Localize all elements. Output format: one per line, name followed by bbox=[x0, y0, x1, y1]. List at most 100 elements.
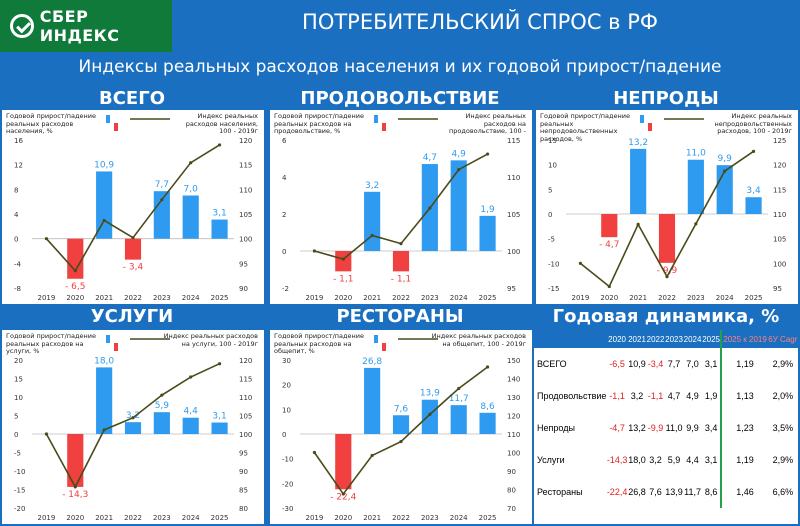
table-row-label: Услуги bbox=[537, 455, 565, 465]
chart-total-svg: -8 -4 0 4 8 12 16 90 95 100 105 110 115 120 - 6,5 10,9 -… bbox=[14, 115, 252, 302]
y2-tick-label: 115 bbox=[239, 376, 252, 384]
panel-title-food: ПРОДОВОЛЬСТВИЕ bbox=[268, 88, 532, 109]
table-cell: 18,0 bbox=[628, 455, 646, 465]
table-cell: 7,6 bbox=[649, 487, 662, 497]
x-tick-label: 2023 bbox=[153, 294, 171, 302]
table-cell: 2,9% bbox=[772, 455, 794, 465]
chart-total: -8 -4 0 4 8 12 16 90 95 100 105 110 115 120 - 6,5 10,9 -… bbox=[2, 110, 264, 304]
table-header-cell: 6У Cagr bbox=[767, 330, 798, 348]
bar bbox=[479, 215, 496, 251]
table-header-cell: 2024 bbox=[683, 330, 702, 348]
x-tick-label: 2020 bbox=[334, 294, 352, 302]
bar-data-label: - 22,4 bbox=[330, 492, 356, 502]
y-tick-label: -20 bbox=[14, 505, 25, 513]
y2-tick-label: 80 bbox=[507, 487, 516, 495]
x-tick-label: 2019 bbox=[306, 294, 324, 302]
table-cell: 7,0 bbox=[686, 359, 699, 369]
bar-data-label: 3,1 bbox=[212, 209, 226, 219]
y2-tick-label: 85 bbox=[239, 487, 248, 495]
legend-neg-swatch bbox=[648, 123, 652, 131]
table-cell: 2,9% bbox=[772, 359, 794, 369]
table-cell: 5,9 bbox=[667, 455, 681, 465]
bar-data-label: 11,7 bbox=[449, 394, 469, 404]
x-tick-label: 2019 bbox=[306, 514, 324, 522]
y-tick-label: 6 bbox=[282, 137, 287, 145]
y2-tick-label: 105 bbox=[773, 236, 786, 244]
y-tick-label: -30 bbox=[282, 505, 293, 513]
y-tick-label: 0 bbox=[14, 431, 18, 439]
y2-tick-label: 100 bbox=[239, 431, 252, 439]
bar-data-label: 7,7 bbox=[155, 180, 169, 190]
legend-pos-swatch bbox=[106, 115, 110, 123]
chart-food-svg: -2 0 2 4 6 95 100 105 110 115 - 1,1 3,2 - 1,1 4,7 4,9 1… bbox=[282, 115, 520, 302]
bar bbox=[392, 415, 410, 434]
index-point bbox=[428, 206, 432, 210]
y-tick-label: 30 bbox=[282, 357, 291, 365]
table-row-label: Продовольствие bbox=[537, 391, 607, 401]
x-tick-label: 2020 bbox=[66, 514, 84, 522]
table-header-cell bbox=[534, 330, 607, 348]
table-cell: 3,1 bbox=[704, 359, 718, 369]
y-tick-label: 20 bbox=[14, 357, 23, 365]
x-tick-label: 2021 bbox=[363, 514, 381, 522]
bar bbox=[153, 412, 170, 434]
table-cell: 4,7 bbox=[667, 391, 681, 401]
y-tick-label: 10 bbox=[14, 394, 23, 402]
legend-bar-label: Годовой прирост/падение реальных расходо… bbox=[274, 112, 364, 135]
table-header-cell: 2025 к 2019 bbox=[720, 330, 768, 348]
table-cell: -9,9 bbox=[647, 423, 664, 433]
table-cell: 1,19 bbox=[720, 444, 768, 476]
index-point bbox=[399, 242, 403, 246]
x-tick-label: 2022 bbox=[124, 294, 142, 302]
y2-tick-label: 90 bbox=[239, 468, 248, 476]
bar bbox=[96, 171, 113, 239]
bar bbox=[124, 422, 142, 434]
index-point bbox=[131, 236, 135, 240]
index-point bbox=[485, 152, 490, 156]
bar-data-label: 3,1 bbox=[212, 412, 226, 422]
panel-title-table: Годовая динамика, % bbox=[534, 306, 798, 327]
chart-restaurants: -30 -20 -10 0 10 20 30 70 80 90 100 110 120 130 140 150… bbox=[270, 330, 532, 524]
y2-tick-label: 100 bbox=[507, 450, 520, 458]
table-cell: 3,1 bbox=[704, 455, 718, 465]
bar bbox=[630, 148, 647, 214]
y-tick-label: -20 bbox=[282, 480, 293, 488]
bar bbox=[67, 238, 84, 279]
y2-tick-label: 105 bbox=[507, 211, 520, 219]
x-tick-label: 2021 bbox=[363, 294, 381, 302]
legend-neg-swatch bbox=[382, 123, 386, 131]
bar-data-label: - 14,3 bbox=[62, 490, 88, 500]
y2-tick-label: 95 bbox=[507, 285, 516, 293]
table-header-cell: 2025 bbox=[701, 330, 722, 348]
table-cell: 11,0 bbox=[665, 423, 683, 433]
y-tick-label: -4 bbox=[14, 260, 22, 268]
x-tick-label: 2023 bbox=[421, 514, 439, 522]
sber-check-icon bbox=[10, 14, 34, 38]
bar-data-label: 18,0 bbox=[94, 356, 114, 366]
table-cell: 8,6 bbox=[704, 487, 718, 497]
bar bbox=[182, 417, 199, 434]
legend-bar-label: Годовой прирост/падение реальных непродо… bbox=[540, 112, 630, 143]
x-tick-label: 2024 bbox=[182, 514, 200, 522]
table-row-label: ВСЕГО bbox=[537, 359, 567, 369]
bar bbox=[96, 367, 113, 434]
table-cell: 4,4 bbox=[686, 455, 699, 465]
index-point bbox=[160, 393, 164, 397]
table-cell: 2,0% bbox=[772, 391, 794, 401]
y2-tick-label: 120 bbox=[507, 413, 520, 421]
table-cell: 4,9 bbox=[686, 391, 699, 401]
table-cell: 9,9 bbox=[686, 423, 699, 433]
x-tick-label: 2025 bbox=[479, 514, 497, 522]
bar-data-label: - 1,1 bbox=[391, 274, 411, 284]
y2-tick-label: 105 bbox=[239, 211, 252, 219]
bar-data-label: - 4,7 bbox=[599, 240, 619, 250]
index-point bbox=[636, 222, 640, 226]
table-cell: 3,4 bbox=[704, 423, 718, 433]
x-tick-label: 2019 bbox=[38, 294, 56, 302]
x-tick-label: 2021 bbox=[629, 294, 647, 302]
index-point bbox=[217, 362, 222, 366]
index-point bbox=[694, 222, 698, 226]
table-row-label: Рестораны bbox=[537, 487, 583, 497]
bar bbox=[335, 434, 352, 490]
x-tick-label: 2023 bbox=[421, 294, 439, 302]
